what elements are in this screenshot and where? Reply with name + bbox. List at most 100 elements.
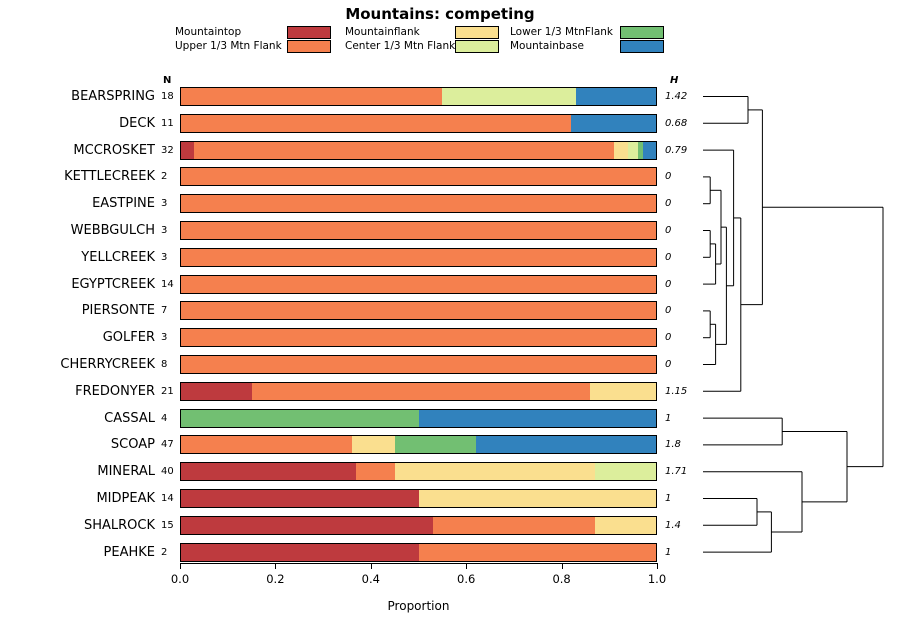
x-tick-label: 0.0	[170, 572, 190, 586]
bar-row	[180, 221, 657, 240]
bar-segment	[575, 87, 657, 106]
bar-segment	[180, 87, 443, 106]
bar-row	[180, 87, 657, 106]
bar-outline	[180, 221, 657, 240]
bar-row	[180, 381, 657, 401]
h-value: 0	[665, 225, 672, 236]
n-value: 8	[161, 359, 168, 370]
legend-swatch	[287, 40, 331, 53]
bar-outline	[180, 301, 657, 321]
n-value: 7	[161, 305, 168, 317]
bar-segment	[180, 515, 433, 535]
bar-row	[180, 140, 657, 160]
n-value: 14	[161, 493, 174, 504]
h-value: 0	[665, 198, 672, 210]
x-tick	[466, 564, 468, 569]
bar-segment	[180, 301, 657, 321]
h-value: 0	[665, 359, 672, 370]
bar-row	[180, 489, 657, 508]
site-label: PEAHKE	[103, 544, 155, 560]
bar-segment	[180, 435, 352, 455]
site-label: SHALROCK	[83, 517, 155, 533]
h-value: 1.71	[665, 466, 688, 478]
x-tick-label: 0.2	[266, 572, 285, 586]
site-label: KETTLECREEK	[64, 169, 155, 185]
bar-outline	[180, 140, 657, 160]
site-label: GOLFER	[102, 330, 155, 346]
h-value: 0	[665, 171, 672, 183]
n-column-header: N	[163, 75, 172, 86]
bar-outline	[180, 167, 657, 187]
n-value: 4	[161, 412, 168, 424]
x-axis-label: Proportion	[387, 599, 450, 613]
bar-segment	[356, 462, 395, 482]
x-tick	[275, 564, 277, 569]
n-value: 11	[161, 117, 174, 129]
bar-segment	[642, 140, 657, 160]
bar-segment	[180, 328, 657, 348]
n-value: 18	[161, 91, 174, 102]
bar-segment	[637, 140, 643, 160]
bar-row	[180, 408, 657, 428]
legend-label: Upper 1/3 Mtn Flank	[175, 40, 282, 52]
bar-row	[180, 247, 657, 267]
n-value: 47	[161, 439, 174, 451]
bar-row	[180, 301, 657, 321]
site-label: MINERAL	[97, 464, 155, 480]
bar-segment	[590, 381, 657, 401]
site-label: WEBBGULCH	[70, 223, 155, 238]
bar-segment	[251, 381, 591, 401]
h-value: 1	[665, 412, 672, 424]
h-value: 0	[665, 251, 672, 263]
site-label: MCCROSKET	[73, 142, 155, 158]
bar-segment	[594, 515, 657, 535]
bar-segment	[180, 381, 252, 401]
bar-segment	[571, 113, 657, 133]
bar-segment	[418, 542, 657, 562]
bar-segment	[628, 140, 638, 160]
bar-segment	[442, 87, 576, 106]
n-value: 15	[161, 519, 174, 531]
bar-segment	[180, 355, 657, 374]
n-value: 40	[161, 466, 174, 478]
bar-outline	[180, 381, 657, 401]
legend-label: Center 1/3 Mtn Flank	[345, 40, 456, 52]
legend-swatch	[287, 26, 331, 39]
h-value: 0	[665, 305, 672, 317]
site-label: CHERRYCREEK	[60, 357, 155, 372]
site-label: YELLCREEK	[81, 249, 155, 265]
x-tick-label: 0.6	[457, 572, 476, 586]
bar-segment	[614, 140, 629, 160]
n-value: 3	[161, 225, 168, 236]
site-label: EGYPTCREEK	[71, 276, 155, 292]
bar-row	[180, 435, 657, 455]
bar-segment	[394, 462, 595, 482]
bar-segment	[180, 274, 657, 294]
x-tick-label: 1.0	[647, 572, 667, 586]
chart-title: Mountains: competing	[345, 5, 535, 23]
bar-outline	[180, 489, 657, 508]
site-label: FREDONYER	[75, 383, 155, 399]
bar-outline	[180, 542, 657, 562]
n-value: 14	[161, 278, 174, 290]
site-label: DECK	[119, 115, 155, 131]
site-label: PIERSONTE	[81, 303, 155, 319]
bar-outline	[180, 435, 657, 455]
bar-segment	[418, 489, 657, 508]
bar-segment	[180, 462, 357, 482]
x-tick-label: 0.8	[552, 572, 571, 586]
x-tick	[561, 564, 563, 569]
bar-outline	[180, 87, 657, 106]
x-axis-line	[180, 563, 658, 564]
bar-segment	[418, 408, 657, 428]
h-value: 0	[665, 332, 672, 344]
site-label: EASTPINE	[92, 196, 155, 212]
bar-segment	[180, 247, 657, 267]
bar-segment	[180, 408, 419, 428]
bar-row	[180, 274, 657, 294]
legend-label: Mountaintop	[175, 26, 242, 38]
legend-label: Lower 1/3 MtnFlank	[510, 26, 613, 38]
bar-segment	[194, 140, 615, 160]
bar-outline	[180, 515, 657, 535]
